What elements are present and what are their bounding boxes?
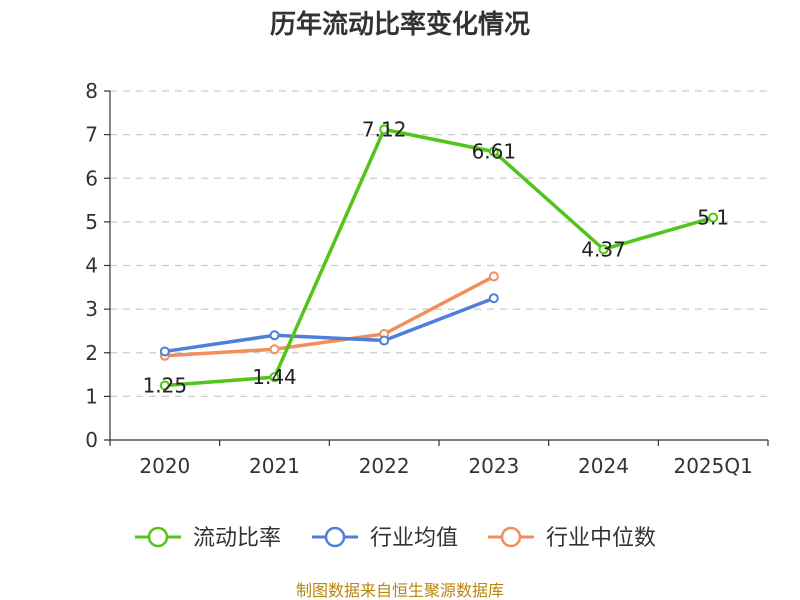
legend-item-0[interactable]: 流动比率 — [135, 526, 281, 551]
legend-marker — [147, 526, 169, 548]
data-point[interactable] — [488, 271, 499, 282]
legend-marker — [324, 526, 346, 548]
data-point[interactable] — [598, 244, 609, 255]
data-point[interactable] — [708, 212, 719, 223]
x-tick-label: 2023 — [468, 454, 519, 478]
legend[interactable]: 流动比率 行业均值 行业中位数 — [135, 526, 656, 551]
data-labels: 1.25 1.44 7.12 6.61 4.37 5.1 — [143, 117, 730, 397]
chart-title: 历年流动比率变化情况 — [270, 9, 530, 40]
data-point[interactable] — [269, 330, 280, 341]
y-tick-label: 1 — [85, 384, 98, 408]
y-tick-label: 3 — [85, 297, 98, 321]
legend-label: 流动比率 — [193, 526, 281, 551]
data-label: 7.12 — [362, 117, 407, 141]
series-lines — [159, 124, 719, 391]
legend-marker — [500, 526, 522, 548]
x-tick-label: 2024 — [578, 454, 629, 478]
series-line-1 — [164, 296, 495, 354]
legend-label: 行业中位数 — [546, 526, 656, 551]
data-point[interactable] — [159, 346, 170, 357]
data-point[interactable] — [488, 146, 499, 157]
data-label: 6.61 — [472, 140, 517, 164]
x-tick-label: 2021 — [249, 454, 300, 478]
source-note: 制图数据来自恒生聚源数据库 — [296, 581, 504, 600]
legend-label: 行业均值 — [370, 526, 458, 551]
data-point[interactable] — [269, 344, 280, 355]
y-tick-label: 6 — [85, 166, 98, 190]
series-line-2 — [164, 274, 495, 358]
y-tick-label: 0 — [85, 428, 98, 452]
data-point[interactable] — [159, 380, 170, 391]
y-tick-label: 8 — [85, 79, 98, 103]
x-tick-label: 2025Q1 — [673, 454, 752, 478]
grid-lines — [110, 90, 768, 397]
data-label: 1.25 — [143, 373, 188, 397]
y-tick-label: 7 — [85, 123, 98, 147]
y-tick-label: 4 — [85, 254, 98, 278]
data-label: 1.44 — [252, 365, 297, 389]
y-tick-label: 2 — [85, 341, 98, 365]
axes: 0 1 2 3 4 5 6 7 8 2020 2021 2022 2023 2024 2025Q1 — [85, 79, 769, 478]
data-point[interactable] — [379, 124, 390, 135]
data-label: 4.37 — [581, 237, 626, 261]
legend-item-1[interactable]: 行业均值 — [312, 526, 458, 551]
series-line-0 — [164, 127, 714, 388]
x-tick-label: 2022 — [359, 454, 410, 478]
y-tick-label: 5 — [85, 210, 98, 234]
data-point[interactable] — [379, 335, 390, 346]
data-point[interactable] — [269, 372, 280, 383]
data-label: 5.1 — [697, 206, 729, 230]
data-point[interactable] — [488, 293, 499, 304]
x-tick-label: 2020 — [139, 454, 190, 478]
legend-item-2[interactable]: 行业中位数 — [488, 526, 656, 551]
